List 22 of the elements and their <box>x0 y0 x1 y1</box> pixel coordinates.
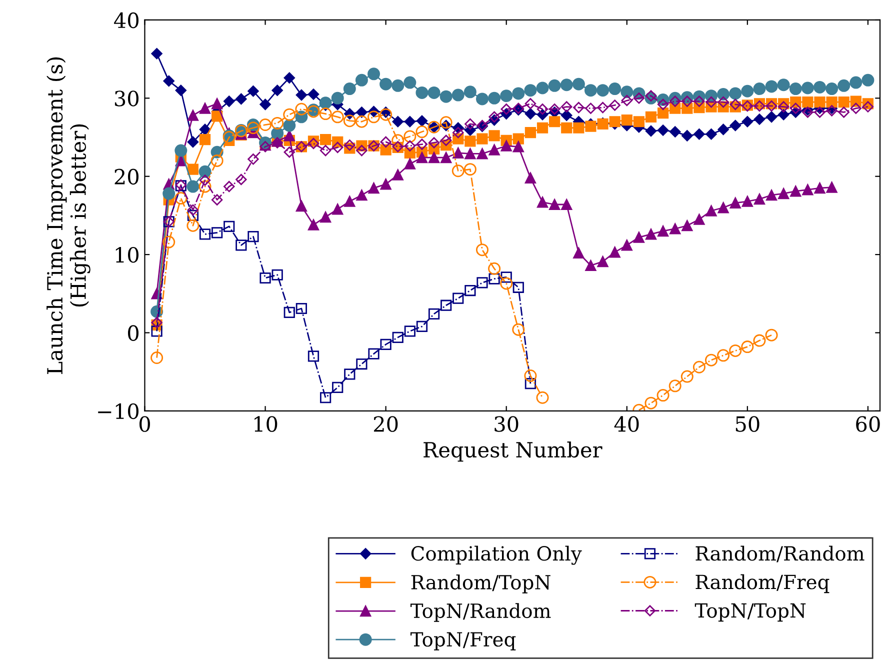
legend-label: Compilation Only <box>411 546 582 565</box>
y-tick-label: −10 <box>98 403 138 420</box>
x-tick-label: 10 <box>254 416 278 432</box>
x-tick-label: 50 <box>736 416 760 432</box>
x-tick-label: 40 <box>614 416 639 432</box>
y-tick-label: 40 <box>114 12 138 28</box>
legend-label: Random/Random <box>696 546 864 562</box>
legend-label: Random/Freq <box>696 574 830 594</box>
legend-label: Random/TopN <box>411 574 550 594</box>
x-tick-label: 20 <box>374 416 398 432</box>
y-axis-title: Launch Time Improvement (s) (Higher is better) <box>46 57 90 374</box>
legend-label: TopN/Random <box>410 603 551 622</box>
x-tick-label: 30 <box>494 416 518 432</box>
y-tick-label: 30 <box>114 90 138 106</box>
x-tick-label: 60 <box>856 416 880 432</box>
x-axis-title: Request Number <box>424 442 602 462</box>
legend-label: TopN/Freq <box>410 632 516 650</box>
x-tick-label: 0 <box>139 416 150 432</box>
y-tick-label: 10 <box>116 247 138 263</box>
legend-label: TopN/TopN <box>694 603 806 622</box>
y-tick-label: 0 <box>128 325 138 341</box>
y-tick-label: 20 <box>114 168 138 185</box>
